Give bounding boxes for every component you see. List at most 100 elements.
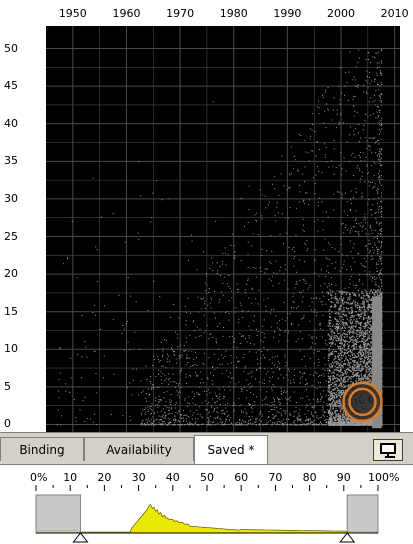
data-point bbox=[379, 160, 381, 162]
data-point bbox=[372, 181, 374, 183]
data-point bbox=[335, 416, 337, 419]
data-point bbox=[180, 417, 182, 419]
data-point bbox=[349, 230, 351, 232]
data-point bbox=[350, 275, 352, 277]
data-point bbox=[177, 394, 179, 396]
data-point bbox=[351, 354, 354, 356]
data-point bbox=[345, 340, 347, 342]
data-point bbox=[131, 394, 133, 396]
data-point bbox=[335, 167, 337, 169]
data-point bbox=[289, 413, 291, 415]
data-point bbox=[302, 423, 304, 425]
data-point bbox=[356, 424, 358, 426]
data-point bbox=[248, 335, 250, 337]
data-point bbox=[243, 354, 245, 356]
data-point bbox=[378, 286, 380, 288]
data-point bbox=[164, 339, 166, 341]
data-point bbox=[233, 244, 235, 246]
data-point bbox=[333, 392, 336, 395]
data-point bbox=[376, 293, 379, 296]
data-point bbox=[372, 113, 374, 115]
data-point bbox=[174, 421, 176, 423]
data-point bbox=[234, 338, 236, 340]
data-point bbox=[276, 206, 278, 208]
data-point bbox=[84, 420, 86, 422]
data-point bbox=[239, 332, 241, 334]
data-point bbox=[323, 122, 325, 124]
data-point bbox=[366, 324, 368, 326]
data-point bbox=[339, 270, 341, 272]
data-point bbox=[331, 333, 333, 335]
data-point bbox=[377, 203, 379, 205]
data-point bbox=[162, 423, 164, 425]
scatter-plot[interactable] bbox=[46, 26, 400, 432]
data-point bbox=[339, 403, 341, 405]
data-point bbox=[69, 391, 71, 393]
data-point bbox=[221, 354, 223, 356]
data-point bbox=[370, 357, 373, 359]
data-point bbox=[328, 109, 330, 111]
data-point bbox=[197, 424, 199, 426]
data-point bbox=[369, 303, 371, 306]
data-point bbox=[349, 355, 351, 357]
data-point bbox=[164, 422, 166, 424]
data-point bbox=[209, 415, 211, 417]
data-point bbox=[196, 326, 198, 328]
data-point bbox=[336, 335, 338, 338]
data-point bbox=[261, 351, 263, 353]
data-point bbox=[160, 371, 162, 373]
data-point bbox=[165, 414, 167, 416]
data-point bbox=[336, 405, 338, 407]
data-point bbox=[147, 310, 149, 312]
data-point bbox=[177, 419, 179, 421]
data-point bbox=[205, 273, 207, 275]
data-point bbox=[356, 352, 358, 354]
data-point bbox=[335, 383, 337, 385]
data-point bbox=[219, 418, 221, 420]
data-point bbox=[185, 383, 187, 385]
data-point bbox=[322, 413, 324, 415]
data-point bbox=[303, 203, 305, 205]
data-point bbox=[293, 246, 295, 248]
data-point bbox=[379, 163, 381, 165]
data-point bbox=[211, 380, 213, 382]
data-point bbox=[280, 390, 282, 392]
data-point bbox=[323, 348, 325, 350]
data-point bbox=[170, 407, 172, 409]
data-point bbox=[328, 400, 330, 402]
data-point bbox=[309, 403, 311, 405]
data-point bbox=[377, 117, 379, 119]
data-point bbox=[367, 295, 370, 297]
data-point bbox=[364, 331, 367, 333]
data-point bbox=[183, 420, 185, 422]
data-point bbox=[353, 353, 355, 355]
data-point bbox=[173, 424, 175, 426]
data-point bbox=[377, 289, 380, 291]
data-point bbox=[341, 385, 343, 388]
data-point bbox=[381, 279, 383, 281]
data-point bbox=[218, 358, 220, 360]
data-point bbox=[321, 201, 323, 203]
data-point bbox=[341, 316, 343, 318]
data-point bbox=[264, 272, 266, 274]
data-point bbox=[349, 337, 351, 339]
data-point bbox=[299, 184, 301, 186]
data-point bbox=[360, 372, 362, 374]
data-point bbox=[218, 396, 220, 398]
data-point bbox=[143, 424, 145, 426]
data-point bbox=[360, 310, 362, 312]
data-point bbox=[374, 78, 376, 80]
scatter-plot-canvas[interactable] bbox=[46, 26, 400, 432]
data-point bbox=[325, 126, 327, 128]
data-point bbox=[211, 257, 213, 259]
data-point bbox=[324, 424, 326, 426]
data-point bbox=[363, 332, 366, 335]
data-point bbox=[325, 303, 327, 305]
data-point bbox=[359, 345, 361, 347]
data-point bbox=[240, 260, 242, 262]
data-point bbox=[260, 270, 262, 272]
data-point bbox=[328, 313, 331, 315]
data-point bbox=[142, 409, 144, 411]
data-point bbox=[381, 240, 383, 242]
data-point bbox=[169, 421, 171, 423]
